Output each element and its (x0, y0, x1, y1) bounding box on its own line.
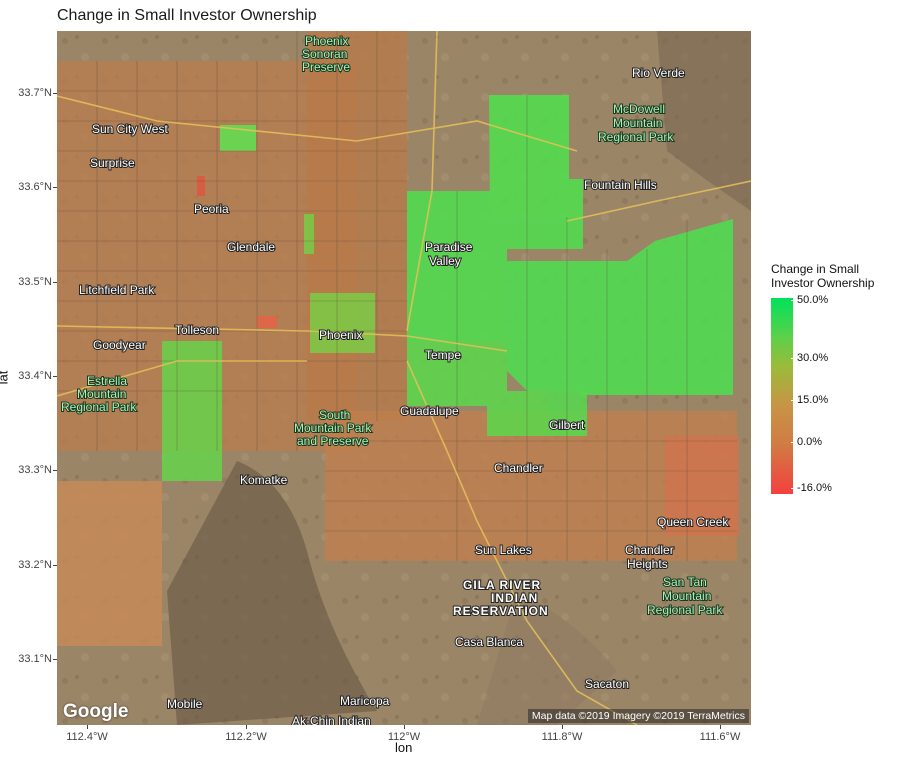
label-phoenix: Phoenix (319, 328, 362, 342)
map-attribution: Map data ©2019 Imagery ©2019 TerraMetric… (527, 709, 749, 723)
region-mesa (507, 219, 733, 395)
legend-tick-mark (791, 300, 794, 301)
x-axis-title: lon (395, 740, 413, 755)
region-southwest (57, 481, 162, 646)
label-tolleson: Tolleson (175, 323, 219, 337)
mcdowell-terrain (657, 31, 751, 211)
label-south-mountain: South Mountain Park and Preserve (294, 408, 372, 448)
legend-tick-label: 30.0% (797, 352, 829, 364)
region-negative-2 (257, 316, 277, 328)
label-litchfield-park: Litchfield Park (79, 283, 155, 297)
x-tick-label: 112.2°W (225, 731, 267, 743)
label-guadalupe: Guadalupe (400, 404, 459, 418)
x-tick-label: 112°W (387, 731, 421, 743)
y-tick-mark (53, 376, 57, 377)
label-sun-city-west: Sun City West (92, 122, 168, 136)
region-negative-1 (197, 176, 205, 196)
label-casa-blanca: Casa Blanca (455, 635, 523, 649)
y-tick-label: 33.5°N (18, 276, 52, 288)
map-panel[interactable]: Phoenix Sonoran Preserve Rio Verde McDowel… (57, 31, 751, 725)
x-tick-label: 111.6°W (699, 731, 741, 743)
legend-tick-label: -16.0% (797, 482, 832, 494)
region-laveen (162, 341, 222, 481)
label-chandler-heights: Chandler Heights (625, 543, 674, 571)
x-tick-mark (720, 725, 721, 729)
y-tick-mark (53, 565, 57, 566)
google-logo: Google (63, 701, 129, 722)
y-tick-mark (53, 659, 57, 660)
y-tick-mark (53, 470, 57, 471)
label-goodyear: Goodyear (93, 338, 146, 352)
x-tick-mark (562, 725, 563, 729)
legend-tick-mark (791, 358, 794, 359)
label-fountain-hills: Fountain Hills (584, 178, 657, 192)
legend-tick-mark (791, 400, 794, 401)
place-labels: Phoenix Sonoran Preserve Rio Verde McDowel… (60, 33, 730, 725)
region-scottsdale (407, 191, 583, 341)
region-tempe (407, 341, 547, 436)
y-tick-label: 33.3°N (18, 464, 52, 476)
legend-title-line: Investor Ownership (771, 276, 875, 290)
x-tick-mark (404, 725, 405, 729)
legend-tick-label: 15.0% (797, 394, 829, 406)
label-queen-creek: Queen Creek (657, 515, 729, 529)
label-rio-verde: Rio Verde (632, 66, 685, 80)
y-tick-mark (53, 93, 57, 94)
y-tick-label: 33.2°N (18, 559, 52, 571)
legend-title: Change in Small Investor Ownership (771, 262, 896, 290)
y-axis-title: lat (0, 370, 11, 385)
legend-title-line: Change in Small (771, 262, 860, 276)
x-tick-label: 112.4°W (66, 731, 108, 743)
y-tick-mark (53, 187, 57, 188)
y-tick-label: 33.6°N (18, 181, 52, 193)
label-maricopa: Maricopa (340, 694, 390, 708)
label-sun-lakes: Sun Lakes (475, 543, 532, 557)
label-phoenix-sonoran: Phoenix Sonoran Preserve (302, 34, 350, 74)
label-glendale: Glendale (227, 240, 275, 254)
satellite-map[interactable]: Phoenix Sonoran Preserve Rio Verde McDowel… (57, 31, 751, 725)
chart-title: Change in Small Investor Ownership (57, 7, 317, 24)
label-surprise: Surprise (90, 156, 135, 170)
x-tick-mark (246, 725, 247, 729)
region-queen-creek (665, 436, 739, 536)
label-paradise-valley: Paradise Valley (425, 240, 473, 268)
x-tick-mark (87, 725, 88, 729)
y-tick-mark (53, 282, 57, 283)
region-glendale-sliver (304, 214, 314, 254)
label-estrella: Estrella Mountain Regional Park (61, 374, 137, 414)
legend-tick-label: 0.0% (797, 436, 823, 448)
southern-terrain (477, 591, 617, 725)
highways (57, 31, 751, 725)
label-komatke: Komatke (240, 473, 288, 487)
tract-boundaries (57, 31, 737, 561)
legend-colorbar (771, 298, 793, 494)
sierra-estrella-terrain (167, 461, 377, 725)
legend-tick-mark (791, 488, 794, 489)
label-gila-river: GILA RIVER INDIAN RESERVATION (453, 578, 549, 618)
region-phoenix-core (310, 293, 375, 353)
label-san-tan: San Tan Mountain Regional Park (647, 575, 723, 617)
y-tick-label: 33.4°N (18, 370, 52, 382)
y-tick-label: 33.1°N (18, 653, 52, 665)
y-tick-label: 33.7°N (18, 87, 52, 99)
legend-tick-mark (791, 442, 794, 443)
legend-tick-label: 50.0% (797, 294, 829, 306)
label-mobile: Mobile (167, 697, 203, 711)
label-ak-chin: Ak-Chin Indian (292, 714, 371, 725)
label-sacaton: Sacaton (585, 677, 629, 691)
x-tick-label: 111.8°W (541, 731, 583, 743)
label-tempe: Tempe (425, 348, 461, 362)
label-gilbert: Gilbert (549, 418, 585, 432)
label-chandler: Chandler (494, 461, 543, 475)
region-scottsdale-north (489, 95, 583, 217)
label-peoria: Peoria (194, 202, 229, 216)
region-central-phoenix (307, 31, 407, 421)
label-mcdowell: McDowell Mountain Regional Park (598, 102, 674, 144)
